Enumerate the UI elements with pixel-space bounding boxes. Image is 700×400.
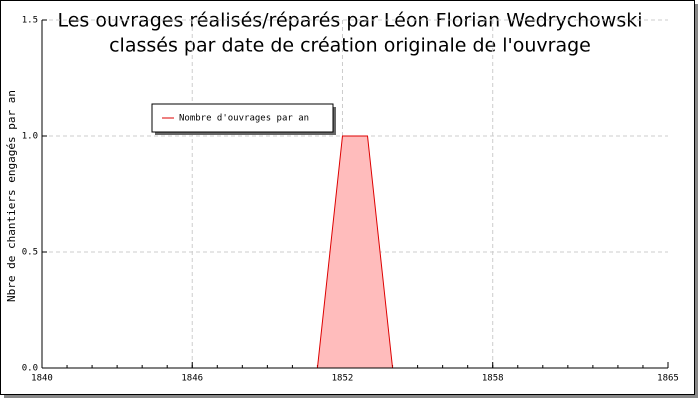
y-tick-label: 0.0 (22, 364, 38, 374)
y-axis-label: Nbre de chantiers engagés par an (5, 90, 18, 302)
x-tick-label: 1852 (332, 374, 354, 384)
chart-subtitle: classés par date de création originale d… (109, 35, 591, 57)
area (317, 136, 393, 368)
legend-box (151, 103, 334, 133)
x-tick-label: 1858 (482, 374, 504, 384)
y-tick-label: 1.5 (22, 16, 38, 26)
x-tick-label: 1846 (181, 374, 203, 384)
x-tick-label: 1865 (657, 374, 679, 384)
y-tick-label: 0.5 (22, 248, 38, 258)
legend-label: Nombre d'ouvrages par an (179, 114, 309, 124)
line (316, 135, 394, 369)
x-tick-label: 1840 (31, 374, 53, 384)
y-tick-label: 1.0 (22, 132, 38, 142)
